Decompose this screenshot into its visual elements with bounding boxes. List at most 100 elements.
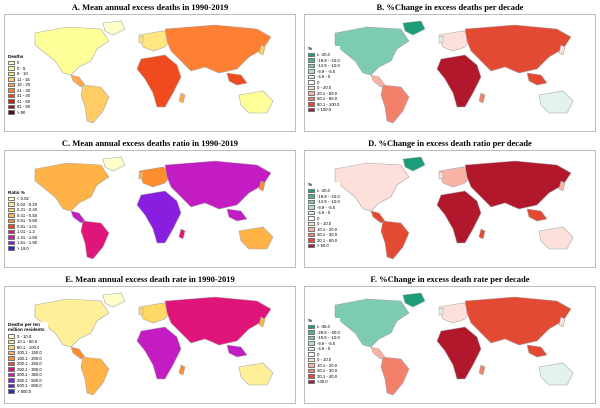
region-asia — [164, 24, 272, 74]
region-greenland — [402, 20, 426, 36]
legend-swatch — [8, 110, 15, 115]
legend-swatch — [308, 194, 315, 199]
legend-item: -19.9 - -10.0 — [308, 335, 340, 341]
panel-e-legend: Deaths per ten million residents 0 - 10.… — [8, 322, 48, 395]
legend-item: 10.1 - 20.0 — [308, 363, 340, 369]
region-southeast-asia — [526, 208, 548, 222]
legend-swatch — [308, 379, 315, 385]
legend-swatch — [8, 334, 15, 339]
legend-swatch — [8, 367, 15, 372]
legend-item: 0 — [8, 60, 30, 66]
region-north-america — [34, 162, 110, 212]
legend-label: -19.9 - -10.0 — [317, 335, 340, 341]
legend-label: 0 — [17, 60, 20, 66]
region-southeast-asia — [526, 72, 548, 86]
legend-swatch — [308, 52, 315, 58]
legend-label: 1.31 - 1.60 — [17, 234, 38, 240]
region-north-america — [334, 298, 410, 348]
legend-item: -9.9 - -5.0 — [308, 205, 340, 211]
legend-item: -19.9 - -15.0 — [308, 194, 340, 200]
legend-swatch — [308, 221, 315, 227]
legend-item: -14.9 - -10.0 — [308, 199, 340, 205]
region-africa — [436, 326, 482, 380]
region-europe — [438, 166, 474, 188]
legend-label: 0 — [317, 79, 320, 85]
legend-swatch — [308, 374, 315, 379]
region-asia — [464, 296, 572, 346]
legend-item: > 19.0 — [8, 246, 37, 252]
legend-label: 30.1 - 40.0 — [317, 373, 338, 379]
legend-item: 80.1 - 100.0 — [308, 102, 340, 108]
legend-label: 0 - 5 — [17, 65, 26, 71]
panel-f-legend: % ≤ -35.0 -29.9 - -20.0 -19.9 - -10.0 -9.9 … — [308, 318, 340, 385]
legend-swatch — [308, 80, 315, 85]
legend-swatch — [308, 238, 315, 243]
legend-swatch — [308, 107, 315, 113]
legend-item: 61 - 90 — [8, 104, 30, 110]
region-asia — [164, 160, 272, 210]
region-southeast-asia — [226, 208, 248, 222]
legend-swatch — [8, 82, 15, 88]
panel-c-map — [4, 150, 296, 268]
legend-label: 0 - 10.0 — [317, 221, 332, 227]
legend-swatch — [308, 357, 315, 363]
legend-label: 31 - 40 — [17, 93, 31, 99]
legend-label: 11 - 15 — [17, 76, 30, 82]
legend-item: 30.1 - 40.0 — [308, 374, 340, 380]
panel-a-world-map — [34, 20, 274, 124]
legend-swatch — [8, 356, 15, 361]
legend-label: 41 - 60 — [17, 98, 31, 104]
legend-label: 16 - 20 — [17, 82, 31, 88]
legend-label: 250.1 - 300.0 — [17, 366, 42, 372]
region-greenland — [402, 156, 426, 172]
legend-swatch — [308, 188, 315, 194]
legend-swatch — [308, 205, 315, 210]
panel-c-title: C. Mean annual excess deaths ratio in 19… — [61, 138, 239, 148]
legend-swatch — [8, 218, 15, 224]
legend-label: 0 - 10.0 — [17, 333, 32, 339]
legend-label: -14.9 - -10.0 — [317, 199, 340, 205]
panel-b-legend: % ≤ -20.0 -19.9 - -15.0 -14.9 - -10.0 -9.9 … — [308, 46, 340, 113]
legend-label: -4.9 - 0 — [317, 74, 331, 80]
legend-item: -19.9 - -15.0 — [308, 58, 340, 64]
legend-item: 0.41 - 0.50 — [8, 213, 37, 219]
panel-e-world-map — [34, 292, 274, 396]
legend-label: 10.1 - 20.0 — [317, 226, 338, 232]
panel-f-world-map — [334, 292, 574, 396]
panel-c: C. Mean annual excess deaths ratio in 19… — [2, 138, 298, 270]
region-madagascar — [178, 92, 186, 104]
legend-item: ≤ -35.0 — [308, 324, 340, 330]
legend-label: 0 - 10.0 — [317, 357, 332, 363]
region-europe — [138, 30, 174, 52]
legend-swatch — [308, 96, 315, 102]
legend-swatch — [308, 232, 315, 238]
legend-item: 500.1 - 800.0 — [8, 383, 48, 389]
legend-item: 1.01 - 1.3 — [8, 229, 37, 235]
region-madagascar — [178, 228, 186, 240]
legend-swatch — [8, 361, 15, 367]
panel-a-map — [4, 14, 296, 132]
panel-b-world-map — [334, 20, 574, 124]
legend-item: 0 — [308, 80, 340, 86]
legend-label: 300.1 - 350.0 — [17, 372, 42, 378]
legend-label: 0.02 - 0.20 — [17, 201, 38, 207]
legend-label: -4.9 - 0 — [317, 210, 331, 216]
legend-title: Deaths per ten million residents — [8, 322, 45, 333]
region-asia — [164, 296, 272, 346]
legend-label: -19.9 - -15.0 — [317, 193, 340, 199]
panel-c-legend: Ratio % < 0.02 0.02 - 0.20 0.21 - 0.40 0.41… — [8, 190, 38, 252]
panel-d: D. %Change in excess death ratio per dec… — [302, 138, 598, 270]
legend-swatch — [308, 363, 315, 368]
legend-label: 10.1 - 20.0 — [317, 362, 338, 368]
legend-item: 1.61 - 1.90 — [8, 240, 37, 246]
legend-swatch — [8, 207, 15, 213]
legend-swatch — [308, 324, 315, 330]
legend-item: 6 - 10 — [8, 71, 30, 77]
legend-item: 0 - 20.0 — [308, 85, 340, 91]
legend-label: 0 — [317, 215, 320, 221]
panel-b: B. %Change in excess deaths per decade %… — [302, 2, 598, 134]
legend-item: 0 - 10.0 — [308, 357, 340, 363]
legend-title: % — [308, 318, 313, 323]
legend-item: 20.1 - 30.0 — [308, 232, 340, 238]
legend-label: 20.1 - 50.0 — [317, 90, 338, 96]
